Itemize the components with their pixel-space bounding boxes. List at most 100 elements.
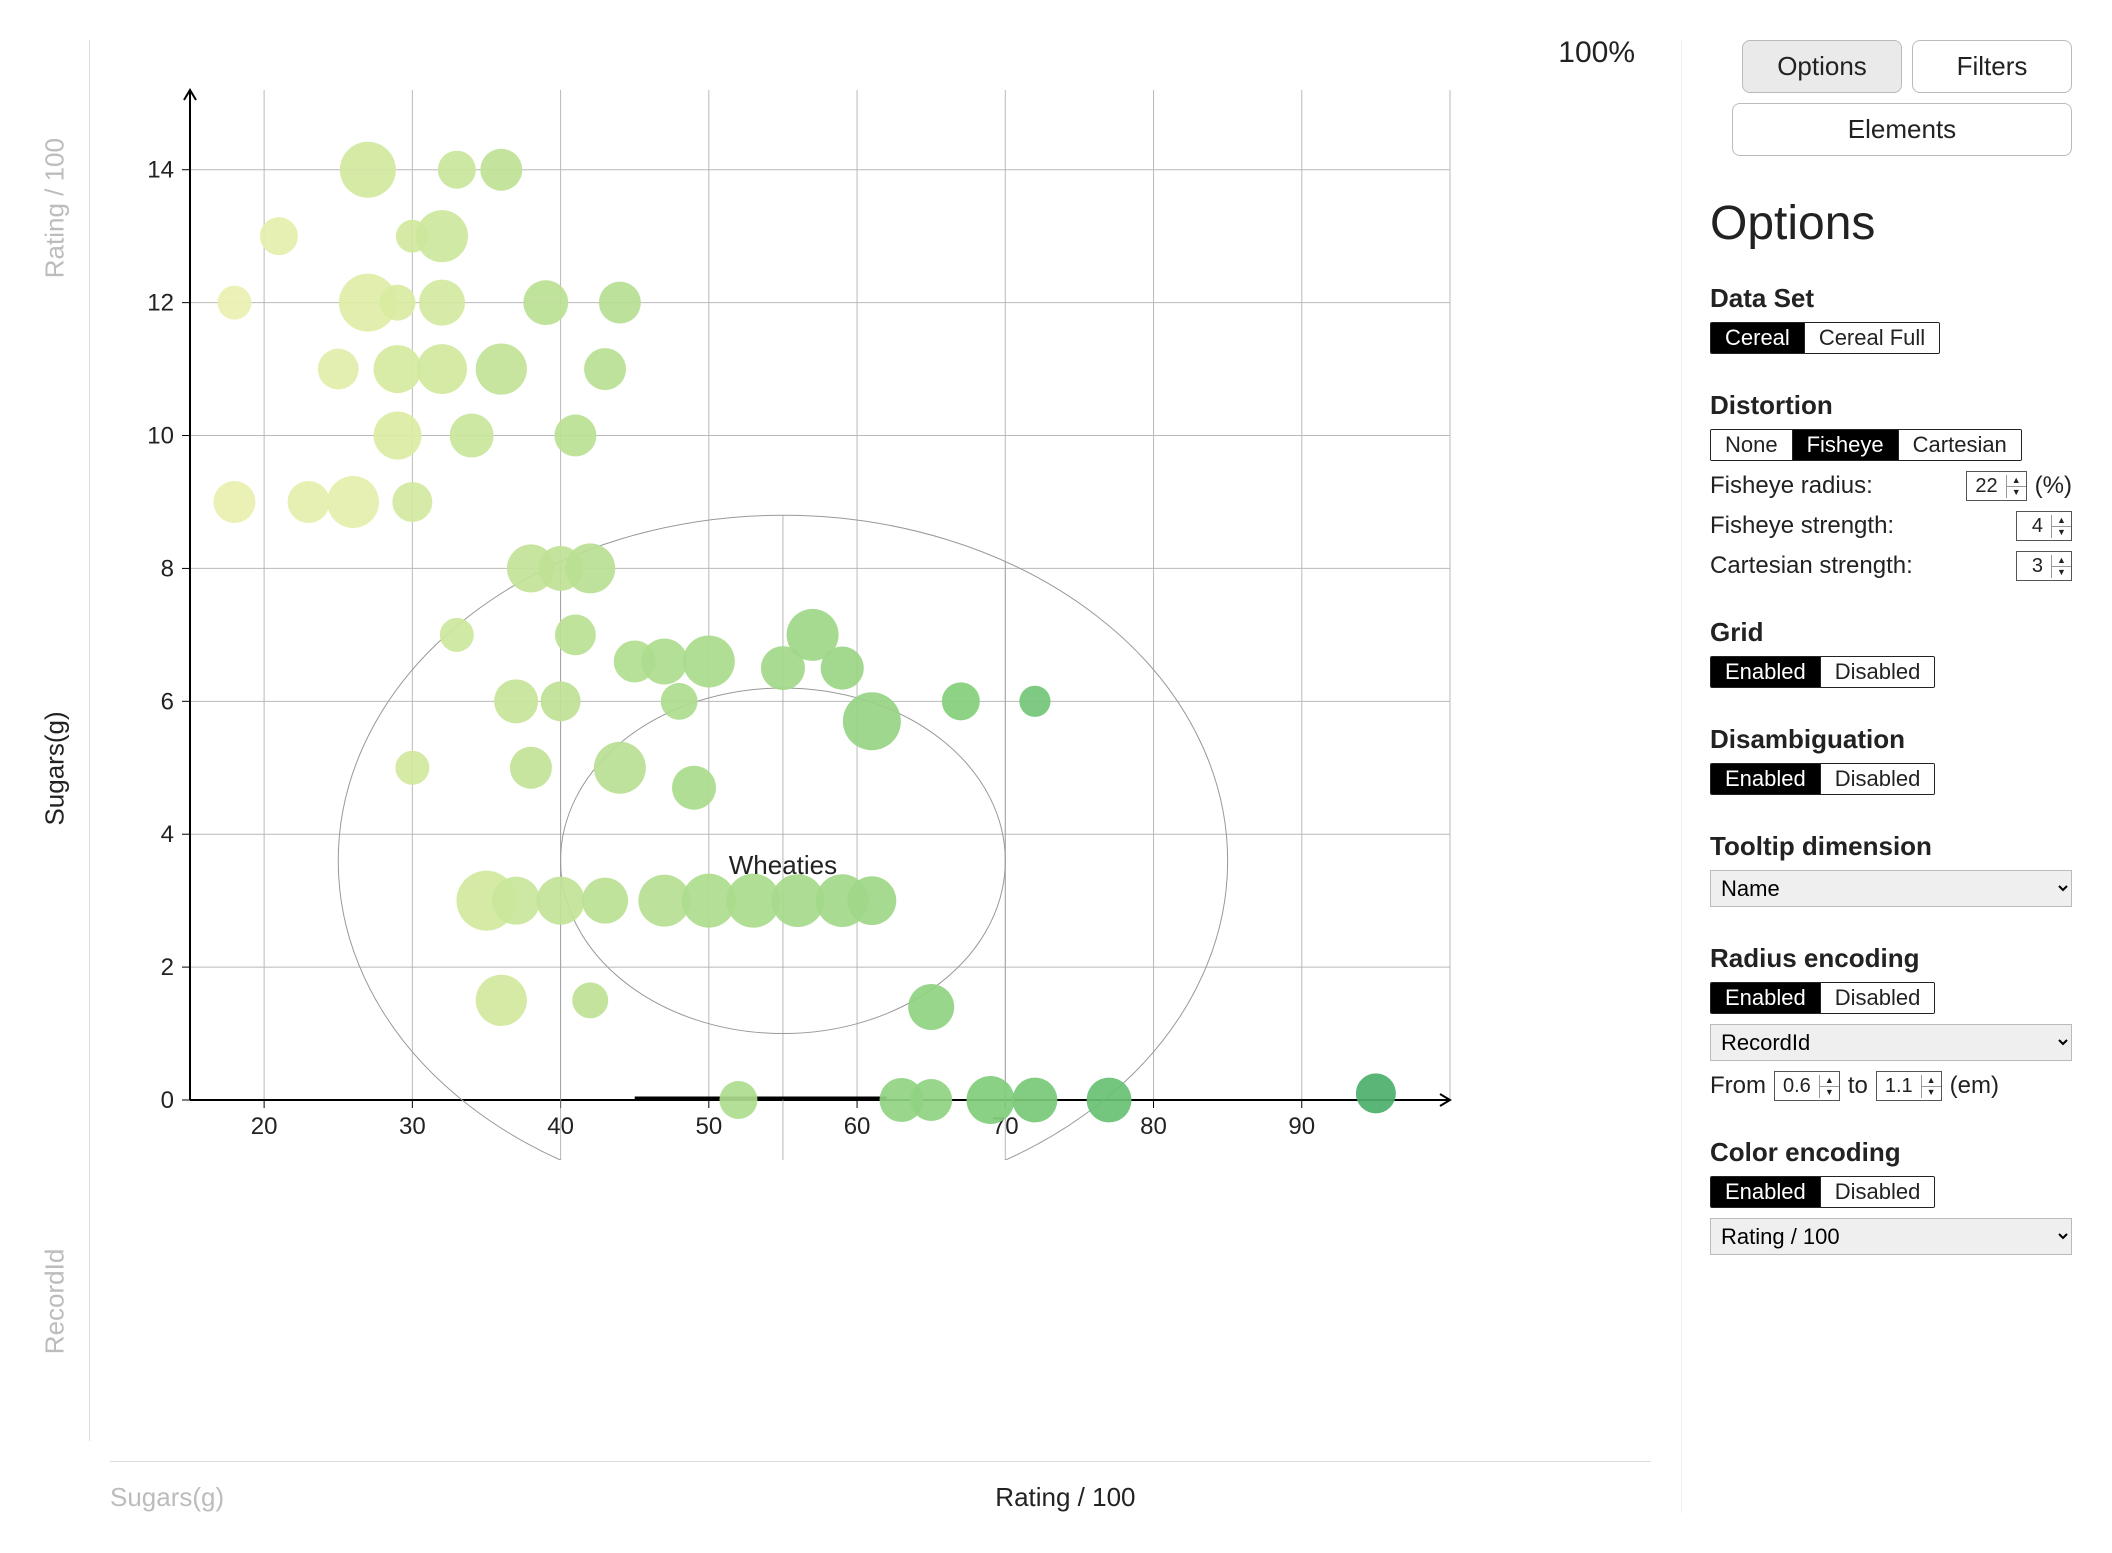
disambiguation-option-disabled[interactable]: Disabled — [1821, 764, 1935, 794]
data-point[interactable] — [910, 1079, 952, 1121]
data-point[interactable] — [908, 984, 954, 1030]
radius-encoding-option-disabled[interactable]: Disabled — [1821, 983, 1935, 1013]
cartesian-strength-stepper[interactable]: 3 ▲▼ — [2016, 551, 2072, 581]
distortion-option-fisheye[interactable]: Fisheye — [1793, 430, 1899, 460]
plot-area[interactable]: 100% 203040506070809002468101214Wheaties — [110, 40, 1651, 1441]
data-point[interactable] — [438, 151, 476, 189]
data-point[interactable] — [327, 476, 379, 528]
y-dimension-recordid[interactable]: RecordId — [20, 1161, 90, 1441]
y-dimension-rating[interactable]: Rating / 100 — [20, 40, 90, 376]
data-point[interactable] — [594, 742, 646, 794]
data-point[interactable] — [555, 614, 596, 655]
stepper-icon[interactable]: ▲▼ — [1819, 1075, 1839, 1098]
data-point[interactable] — [440, 618, 474, 652]
disambiguation-option-enabled[interactable]: Enabled — [1711, 764, 1821, 794]
stepper-icon[interactable]: ▲▼ — [1921, 1075, 1941, 1098]
color-encoding-segmented[interactable]: EnabledDisabled — [1710, 1176, 1935, 1208]
x-dimension-stack: Sugars(g) Rating / 100 — [110, 1461, 1651, 1513]
distortion-option-none[interactable]: None — [1711, 430, 1793, 460]
data-point[interactable] — [541, 681, 581, 721]
data-point[interactable] — [419, 280, 465, 326]
radius-encoding-title: Radius encoding — [1710, 943, 2072, 974]
fisheye-strength-stepper[interactable]: 4 ▲▼ — [2016, 511, 2072, 541]
data-point[interactable] — [554, 415, 596, 457]
grid-option-enabled[interactable]: Enabled — [1711, 657, 1821, 687]
distortion-option-cartesian[interactable]: Cartesian — [1899, 430, 2021, 460]
data-point[interactable] — [395, 751, 429, 785]
data-point[interactable] — [340, 142, 396, 198]
data-point[interactable] — [641, 638, 687, 684]
data-set-option-cereal-full[interactable]: Cereal Full — [1805, 323, 1939, 353]
data-point[interactable] — [821, 646, 864, 689]
stepper-icon[interactable]: ▲▼ — [2051, 515, 2071, 538]
grid-segmented[interactable]: EnabledDisabled — [1710, 656, 1935, 688]
data-point[interactable] — [537, 877, 585, 925]
data-point[interactable] — [374, 345, 422, 393]
data-point[interactable] — [374, 412, 422, 460]
data-point[interactable] — [966, 1076, 1014, 1124]
data-point[interactable] — [572, 982, 608, 1018]
y-dimension-sugars[interactable]: Sugars(g) — [20, 376, 90, 1161]
distortion-segmented[interactable]: NoneFisheyeCartesian — [1710, 429, 2022, 461]
x-dimension-rating[interactable]: Rating / 100 — [480, 1482, 1651, 1513]
tab-elements[interactable]: Elements — [1732, 103, 2072, 156]
data-point[interactable] — [416, 210, 468, 262]
data-point[interactable] — [719, 1081, 757, 1119]
data-point[interactable] — [584, 348, 626, 390]
disambiguation-segmented[interactable]: EnabledDisabled — [1710, 763, 1935, 795]
data-point[interactable] — [217, 286, 251, 320]
data-point[interactable] — [476, 343, 527, 394]
data-point[interactable] — [494, 679, 538, 723]
data-point[interactable] — [683, 635, 735, 687]
data-point[interactable] — [288, 481, 330, 523]
data-point[interactable] — [599, 282, 641, 324]
data-point[interactable] — [565, 543, 615, 593]
stepper-icon[interactable]: ▲▼ — [2006, 475, 2026, 498]
data-point[interactable] — [260, 217, 298, 255]
stepper-icon[interactable]: ▲▼ — [2051, 555, 2071, 578]
radius-to-stepper[interactable]: 1.1 ▲▼ — [1876, 1071, 1942, 1101]
data-point[interactable] — [672, 766, 716, 810]
disambiguation-title: Disambiguation — [1710, 724, 2072, 755]
data-set-option-cereal[interactable]: Cereal — [1711, 323, 1805, 353]
data-point[interactable] — [523, 280, 568, 325]
color-encoding-option-disabled[interactable]: Disabled — [1821, 1177, 1935, 1207]
tooltip-dimension-select[interactable]: Name — [1710, 870, 2072, 907]
radius-encoding-option-enabled[interactable]: Enabled — [1711, 983, 1821, 1013]
data-point[interactable] — [480, 149, 522, 191]
data-point[interactable] — [476, 975, 527, 1026]
data-point[interactable] — [582, 878, 628, 924]
section-radius-encoding: Radius encoding EnabledDisabled RecordId… — [1710, 943, 2072, 1101]
x-dimension-sugars[interactable]: Sugars(g) — [110, 1482, 480, 1513]
svg-text:4: 4 — [161, 821, 174, 848]
data-point[interactable] — [847, 876, 896, 925]
fisheye-radius-stepper[interactable]: 22 ▲▼ — [1966, 471, 2026, 501]
data-point[interactable] — [392, 482, 432, 522]
panel-heading: Options — [1710, 196, 2072, 251]
data-point[interactable] — [942, 682, 980, 720]
data-point[interactable] — [450, 414, 494, 458]
data-point[interactable] — [1356, 1073, 1396, 1113]
scatter-plot[interactable]: 203040506070809002468101214Wheaties — [110, 40, 1460, 1160]
data-point[interactable] — [492, 877, 540, 925]
radius-encoding-dimension-select[interactable]: RecordId — [1710, 1024, 2072, 1061]
data-set-segmented[interactable]: CerealCereal Full — [1710, 322, 1940, 354]
data-point[interactable] — [843, 692, 901, 750]
data-point[interactable] — [318, 349, 359, 390]
data-point[interactable] — [661, 683, 698, 720]
color-encoding-dimension-select[interactable]: Rating / 100 — [1710, 1218, 2072, 1255]
color-encoding-option-enabled[interactable]: Enabled — [1711, 1177, 1821, 1207]
data-point[interactable] — [213, 481, 255, 523]
data-point[interactable] — [1087, 1078, 1132, 1123]
data-point[interactable] — [380, 285, 416, 321]
data-point[interactable] — [510, 747, 552, 789]
tab-filters[interactable]: Filters — [1912, 40, 2072, 93]
radius-from-stepper[interactable]: 0.6 ▲▼ — [1774, 1071, 1840, 1101]
data-point[interactable] — [417, 344, 467, 394]
radius-encoding-segmented[interactable]: EnabledDisabled — [1710, 982, 1935, 1014]
grid-option-disabled[interactable]: Disabled — [1821, 657, 1935, 687]
tab-options[interactable]: Options — [1742, 40, 1902, 93]
data-point[interactable] — [1013, 1078, 1058, 1123]
section-distortion: Distortion NoneFisheyeCartesian Fisheye … — [1710, 390, 2072, 581]
data-point[interactable] — [1019, 686, 1050, 717]
